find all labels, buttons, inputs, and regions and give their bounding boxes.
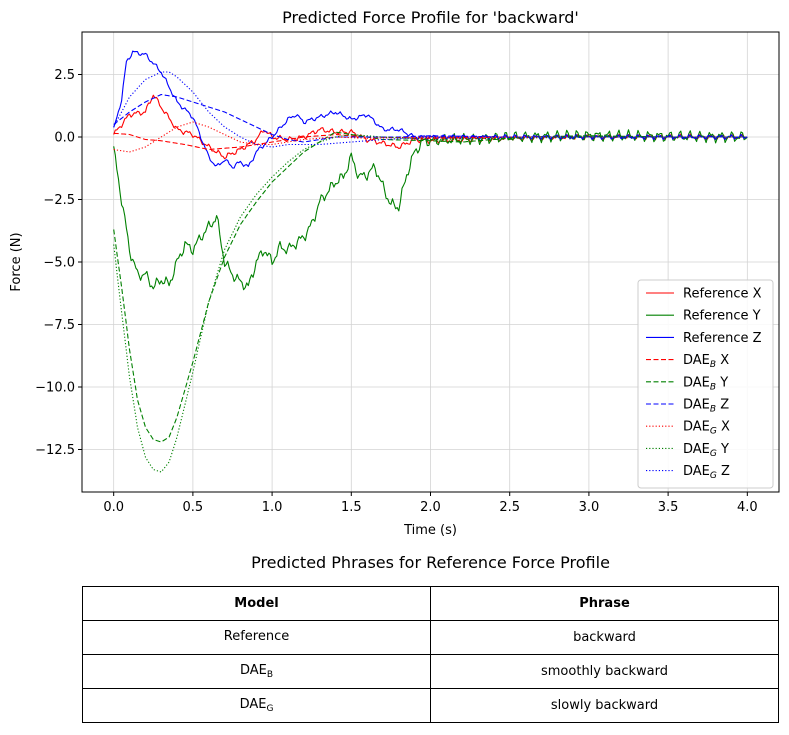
legend-label: DAEG Y — [683, 442, 729, 459]
y-tick-label: 0.0 — [54, 131, 75, 146]
table-row: DAEG slowly backward — [82, 688, 779, 723]
legend-label: Reference Y — [683, 309, 761, 324]
chart-title: Predicted Force Profile for 'backward' — [282, 8, 579, 27]
y-tick-label: −12.5 — [35, 443, 75, 458]
legend-label: DAEB X — [683, 353, 729, 370]
legend-label: DAEB Y — [683, 375, 728, 392]
cell-model: Reference — [82, 620, 431, 655]
legend-label: Reference X — [683, 287, 762, 302]
y-axis-label: Force (N) — [9, 232, 24, 291]
force-profile-chart: 0.0 0.5 1.0 1.5 2.0 2.5 3.0 3.5 4.0 2.5 0.0 −2.5 −5.… — [9, 8, 780, 538]
series-line-dae-b-x — [113, 132, 748, 151]
y-tick-label: −2.5 — [43, 193, 75, 208]
legend: Reference X Reference Y Reference Z DAEB X D… — [637, 279, 774, 489]
x-tick-label: 1.5 — [341, 500, 362, 515]
x-tick-label: 3.5 — [658, 500, 679, 515]
legend-label: DAEG Z — [683, 464, 730, 481]
legend-box — [637, 279, 774, 489]
table-title: Predicted Phrases for Reference Force Pr… — [251, 553, 610, 572]
table-header-row: Model Phrase — [82, 586, 779, 621]
x-tick-label: 4.0 — [737, 500, 758, 515]
cell-model: DAEG — [82, 688, 431, 723]
cell-phrase: smoothly backward — [430, 654, 779, 689]
header-phrase: Phrase — [430, 586, 779, 621]
y-tick-label: −5.0 — [43, 256, 75, 271]
series-line-dae-b-y — [113, 131, 748, 443]
cell-phrase: backward — [430, 620, 779, 655]
series-line-dae-b-z — [113, 93, 748, 143]
legend-label: Reference Z — [683, 331, 762, 346]
legend-label: DAEG X — [683, 420, 730, 437]
phrase-table: Model Phrase Reference backward DAEB smo… — [82, 586, 779, 723]
cell-phrase: slowly backward — [430, 688, 779, 723]
x-tick-label: 1.0 — [262, 500, 283, 515]
series-line-dae-g-z — [113, 71, 748, 148]
legend-label: DAEB Z — [683, 398, 729, 415]
x-tick-label: 3.0 — [579, 500, 600, 515]
cell-model: DAEB — [82, 654, 431, 689]
y-tick-label: 2.5 — [54, 68, 75, 83]
x-tick-label: 0.0 — [103, 500, 124, 515]
x-tick-label: 2.5 — [499, 500, 520, 515]
x-tick-label: 0.5 — [183, 500, 204, 515]
y-tick-label: −10.0 — [35, 381, 75, 396]
x-axis-label: Time (s) — [403, 523, 457, 538]
series-line-dae-g-y — [113, 133, 748, 473]
table-row: DAEB smoothly backward — [82, 654, 779, 689]
header-model: Model — [82, 586, 431, 621]
table-row: Reference backward — [82, 620, 779, 655]
y-tick-label: −7.5 — [43, 318, 75, 333]
x-tick-label: 2.0 — [420, 500, 441, 515]
